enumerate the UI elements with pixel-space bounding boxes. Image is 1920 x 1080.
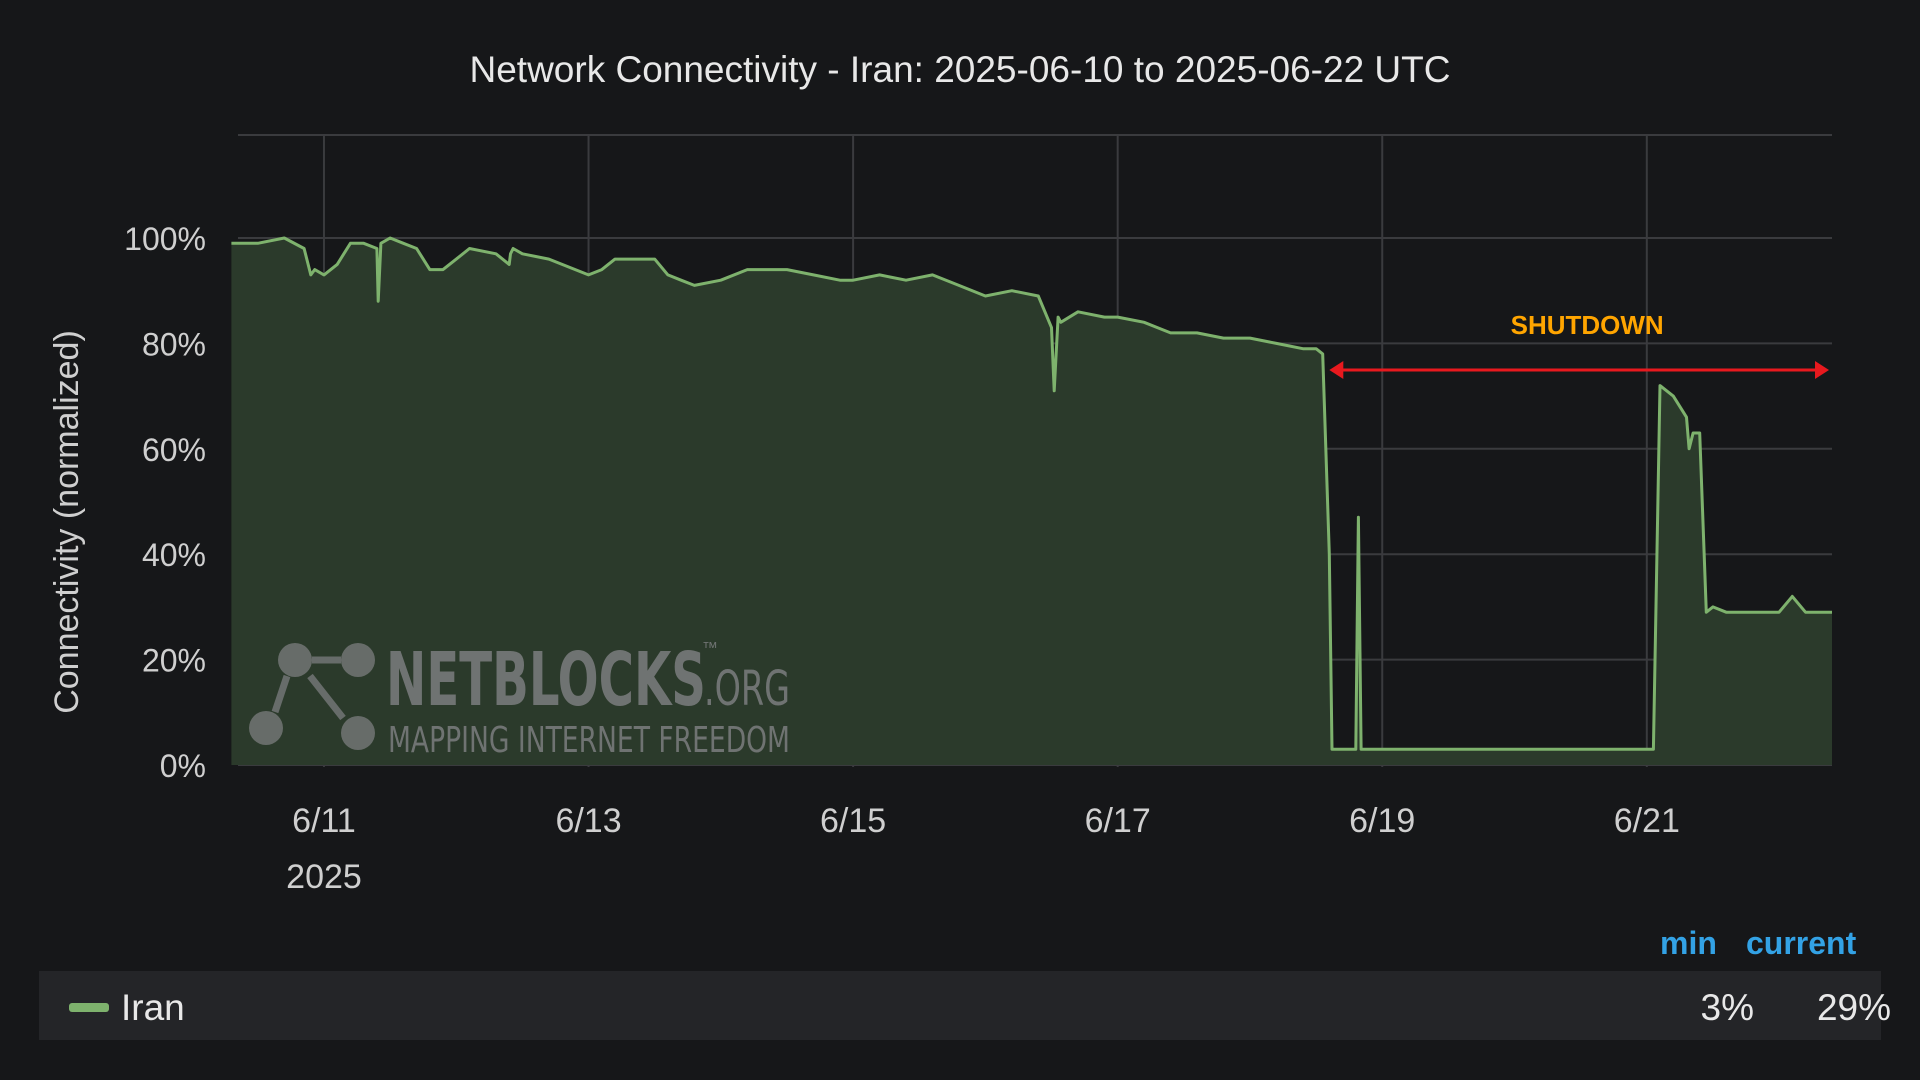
x-tick-label: 6/17 [1085, 802, 1151, 840]
watermark-brand: NETBLOCKS [386, 637, 706, 723]
chart-title: Network Connectivity - Iran: 2025-06-10 … [470, 49, 1451, 90]
watermark-tagline: MAPPING INTERNET FREEDOM [388, 720, 790, 761]
x-tick-label: 6/21 [1614, 802, 1680, 840]
watermark-link-icon [307, 673, 346, 721]
stat-header-min: min [1660, 925, 1717, 961]
watermark-node-icon [341, 643, 375, 677]
x-tick-label: 6/19 [1349, 802, 1415, 840]
x-tick-label: 6/13 [555, 802, 621, 840]
arrowhead-right-icon [1815, 361, 1829, 379]
y-tick-label: 0% [160, 748, 206, 784]
x-year-label: 2025 [286, 858, 362, 896]
axis-ticks: 0% 20% 40% 60% 80% 100% 6/11 6/13 6/15 6/17 6/19 6/… [124, 221, 1680, 896]
y-tick-label: 100% [124, 221, 206, 257]
shutdown-annotation: SHUTDOWN [1329, 310, 1829, 379]
y-tick-label: 60% [142, 432, 206, 468]
y-tick-label: 80% [142, 326, 206, 362]
series-area-layer [231, 238, 1832, 765]
legend-series-name: Iran [121, 987, 185, 1028]
watermark-node-icon [249, 711, 283, 745]
watermark-tm: ™ [702, 640, 718, 657]
watermark-node-icon [278, 643, 312, 677]
watermark-suffix: .ORG [704, 661, 790, 717]
y-tick-label: 40% [142, 537, 206, 573]
watermark-link-icon [271, 674, 291, 714]
x-tick-label: 6/15 [820, 802, 886, 840]
x-tick-label: 6/11 [292, 802, 356, 840]
shutdown-label: SHUTDOWN [1511, 310, 1664, 340]
series-area-iran [231, 238, 1832, 765]
legend-row-iran[interactable]: Iran 3% 29% [39, 971, 1891, 1040]
stat-value-current: 29% [1816, 987, 1891, 1028]
arrowhead-left-icon [1329, 361, 1344, 379]
y-axis-label: Connectivity (normalized) [48, 330, 86, 714]
y-tick-label: 20% [142, 643, 206, 679]
watermark-node-icon [341, 716, 375, 750]
stat-header-current: current [1746, 925, 1857, 961]
stat-value-min: 3% [1700, 987, 1754, 1028]
series-line-iran [231, 236, 1832, 751]
series-line-layer [231, 236, 1832, 751]
legend-swatch [69, 1003, 109, 1012]
